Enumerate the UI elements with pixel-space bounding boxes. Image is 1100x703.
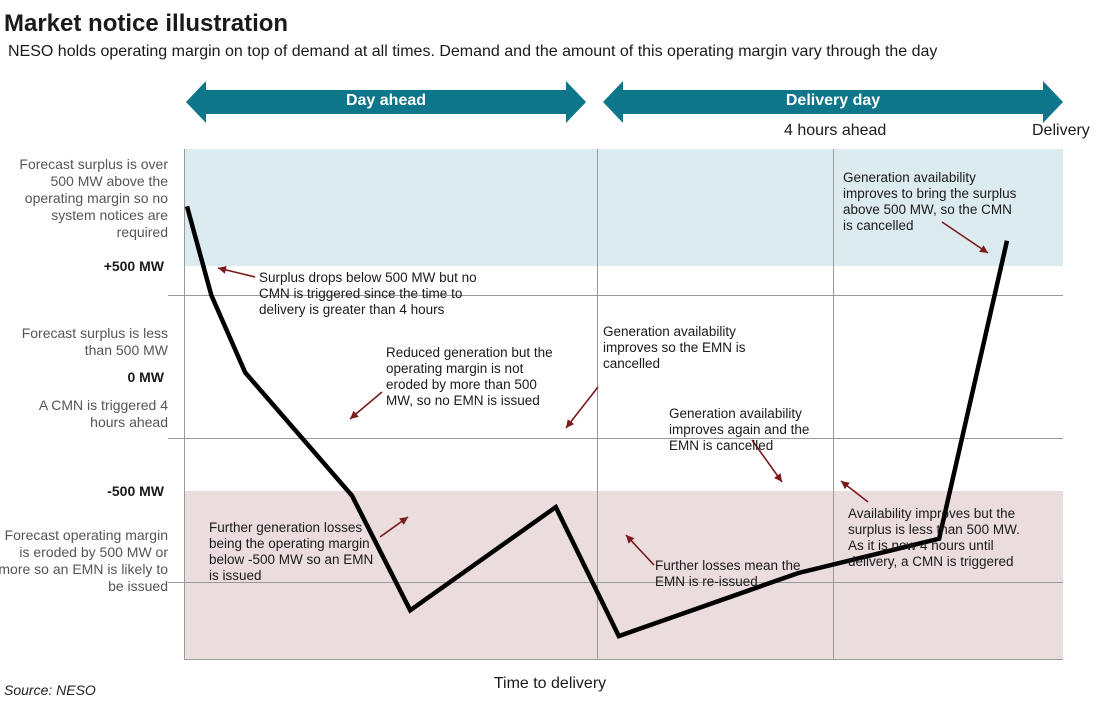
zone-desc-top: Forecast surplus is over 500 MW above th…	[19, 156, 168, 240]
arrowhead-icon	[218, 266, 227, 274]
day-ahead-label: Day ahead	[345, 92, 427, 109]
delivery-label: Delivery	[1032, 122, 1090, 139]
arrowhead-icon	[350, 410, 359, 419]
y-tick-label-0: 0 MW	[127, 369, 164, 385]
surplus-zone	[184, 149, 1063, 266]
annotation-arrow-4	[565, 386, 599, 429]
double-arrow-icon	[603, 81, 1063, 123]
annotation-emn-cancelled-again: Generation availability improves again a…	[669, 406, 810, 453]
arrowhead-icon	[774, 473, 782, 482]
annotation-emn-issued: Further generation losses being the oper…	[209, 520, 374, 583]
double-arrow-icon	[186, 81, 586, 123]
annotation-emn-cancelled: Generation availability improves so the …	[603, 324, 746, 371]
annotation-cmn-cancelled: Generation availability improves to brin…	[843, 170, 1017, 233]
arrowhead-icon	[626, 535, 635, 544]
arrowhead-icon	[979, 245, 988, 253]
y-tick-label-minus500: -500 MW	[107, 483, 164, 499]
zone-desc-bottom: Forecast operating margin is eroded by 5…	[0, 527, 168, 594]
zone-desc-lower: A CMN is triggered 4 hours ahead	[38, 397, 168, 430]
annotation-reduced-generation: Reduced generation but the operating mar…	[386, 345, 553, 408]
annotation-arrow-6	[751, 439, 783, 483]
annotation-cmn-triggered: Availability improves but the surplus is…	[848, 506, 1020, 569]
arrowhead-icon	[399, 517, 408, 525]
day-ahead-banner: Day ahead	[186, 81, 586, 123]
annotation-emn-reissued: Further losses mean the EMN is re-issued	[655, 558, 801, 589]
chart-subtitle: NESO holds operating margin on top of de…	[8, 43, 938, 60]
y-tick-label-plus500: +500 MW	[103, 258, 164, 274]
zone-desc-upper: Forecast surplus is less than 500 MW	[21, 325, 168, 358]
arrowhead-icon	[566, 419, 575, 428]
x-axis-label: Time to delivery	[493, 675, 607, 692]
series-line	[184, 205, 1010, 639]
source-note: Source: NESO	[4, 682, 96, 698]
four-hours-ahead-label: 4 hours ahead	[784, 122, 887, 139]
annotation-arrow-8	[941, 221, 989, 254]
emn-zone	[184, 491, 1063, 659]
delivery-day-banner: Delivery day	[603, 81, 1063, 123]
arrowhead-icon	[841, 481, 850, 490]
annotation-surplus-drop: Surplus drops below 500 MW but no CMN is…	[259, 270, 477, 317]
chart-title: Market notice illustration	[4, 10, 289, 37]
delivery-day-label: Delivery day	[785, 92, 881, 109]
